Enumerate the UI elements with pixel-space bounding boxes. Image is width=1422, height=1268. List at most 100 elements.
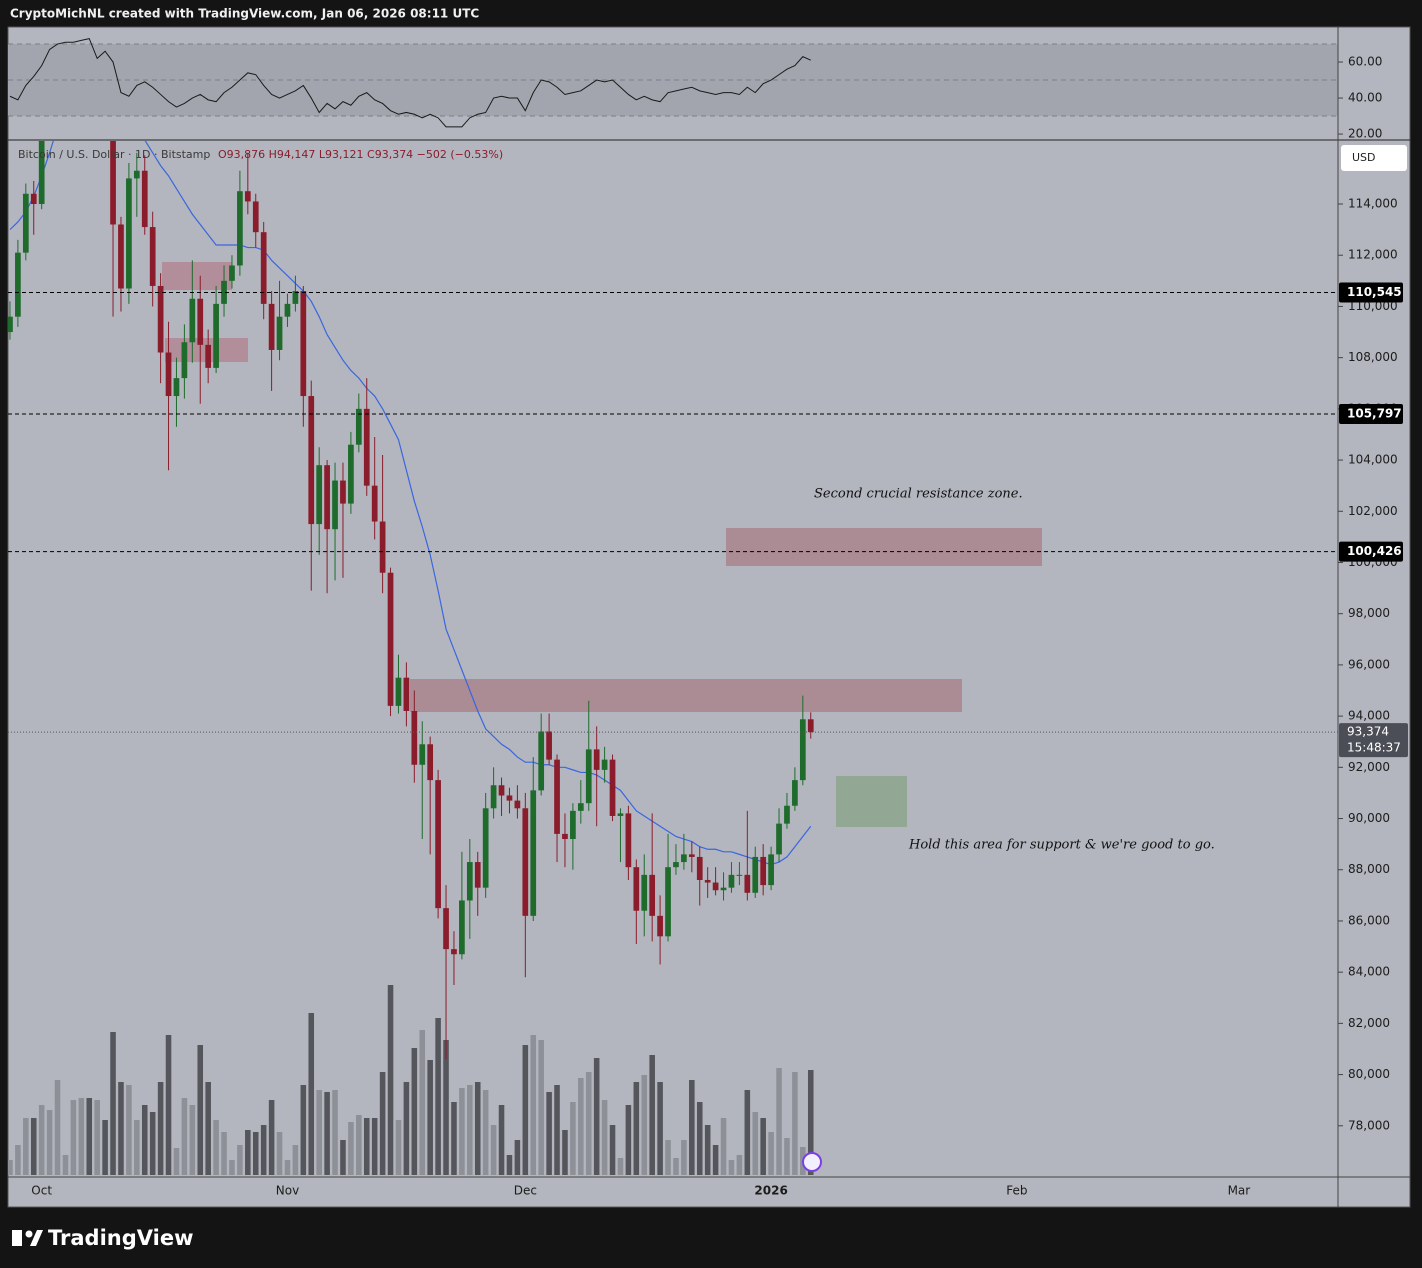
candle-body: [443, 908, 449, 950]
candle-body: [466, 862, 473, 901]
volume-bar: [585, 1072, 592, 1175]
volume-bar: [506, 1155, 513, 1175]
candle-body: [601, 759, 608, 770]
rsi-tick-label: 20.00: [1348, 127, 1382, 141]
volume-bar: [292, 1145, 299, 1175]
volume-bar: [276, 1132, 283, 1175]
volume-bar: [807, 1070, 814, 1175]
level-label: 110,545: [1347, 285, 1402, 299]
y-tick-label: 78,000: [1348, 1118, 1390, 1132]
candle-body: [213, 303, 219, 368]
candle-body: [165, 352, 172, 397]
annotation: Second crucial resistance zone.: [814, 487, 1023, 502]
candle-body: [427, 744, 434, 781]
candle-body: [498, 785, 505, 796]
volume-bar: [252, 1132, 259, 1175]
volume-bar: [245, 1130, 251, 1175]
volume-bar: [665, 1140, 671, 1175]
candle-body: [506, 795, 513, 801]
volume-bar: [237, 1145, 243, 1175]
candle-body: [562, 833, 568, 840]
candle-body: [784, 805, 790, 824]
volume-bar: [617, 1158, 624, 1175]
candle-body: [332, 480, 338, 530]
candle-body: [133, 170, 140, 179]
logo-mark: [25, 1230, 33, 1238]
volume: [8, 985, 814, 1175]
volume-bar: [578, 1078, 584, 1175]
volume-bar: [110, 1032, 116, 1175]
candle-body: [649, 874, 656, 916]
level-label-box: [1339, 541, 1403, 562]
candle-body: [641, 874, 648, 911]
volume-bar: [23, 1118, 29, 1175]
volume-bar: [681, 1140, 687, 1175]
currency[interactable]: USD: [1352, 151, 1376, 164]
volume-bar: [62, 1155, 69, 1175]
volume-bar: [126, 1085, 132, 1175]
volume-bar: [649, 1055, 655, 1175]
level-label: 100,426: [1347, 544, 1402, 558]
candle-body: [712, 882, 719, 891]
volume-bar: [221, 1132, 227, 1175]
volume-bar: [570, 1102, 576, 1175]
replay-icon[interactable]: [802, 1152, 822, 1172]
candle-body: [681, 854, 687, 863]
volume-bar: [792, 1072, 798, 1175]
footer-logo: TradingView: [48, 1226, 193, 1250]
chart-frame: [7, 26, 1411, 1208]
level-label-box: [1339, 282, 1403, 303]
volume-bar: [316, 1090, 322, 1175]
volume-bar: [332, 1090, 338, 1175]
candle-body: [379, 521, 386, 573]
volume-bar: [308, 1013, 315, 1175]
candle-body: [633, 867, 640, 911]
volume-bar: [284, 1160, 291, 1175]
candle-body: [776, 823, 782, 855]
candle-body: [585, 749, 592, 804]
candle-body: [189, 298, 196, 343]
candle-body: [237, 191, 243, 266]
resistance-zone: [410, 679, 962, 712]
volume-bar: [768, 1132, 774, 1175]
candle-body: [657, 915, 663, 937]
x-tick-label: Mar: [1228, 1184, 1251, 1198]
candle-body: [474, 862, 481, 888]
rsi-pane: [8, 38, 1338, 128]
volume-bar: [744, 1090, 751, 1175]
volume-bar: [70, 1100, 77, 1175]
volume-bar: [784, 1138, 790, 1175]
currency-box[interactable]: [1341, 145, 1407, 171]
candle-body: [363, 408, 370, 486]
x-tick-label: Dec: [514, 1184, 537, 1198]
x-tick-label: 2026: [754, 1184, 787, 1198]
candle-body: [260, 232, 267, 304]
volume-bar: [411, 1048, 418, 1175]
candle-body: [704, 879, 711, 883]
volume-bar: [356, 1115, 362, 1175]
volume-bar: [459, 1088, 465, 1175]
volume-bar: [30, 1118, 37, 1175]
candle-body: [411, 710, 418, 765]
volume-bar: [189, 1105, 196, 1175]
volume-bar: [8, 1160, 13, 1175]
candle-body: [324, 465, 330, 530]
volume-bar: [379, 1072, 386, 1175]
volume-bar: [641, 1075, 648, 1175]
candle-body: [807, 719, 814, 733]
volume-bar: [522, 1045, 529, 1175]
legend-ohlc: O93,876 H94,147 L93,121 C93,374 −502 (−0…: [218, 148, 503, 161]
candle-body: [792, 780, 798, 806]
volume-bar: [657, 1082, 663, 1175]
y-tick-label: 104,000: [1348, 453, 1398, 467]
volume-bar: [157, 1082, 164, 1175]
volume-bar: [387, 985, 394, 1175]
y-tick-label: 88,000: [1348, 862, 1390, 876]
candle-body: [490, 785, 497, 809]
candle-body: [173, 378, 180, 397]
volume-bar: [593, 1058, 600, 1175]
annotation: Hold this area for support & we're good …: [908, 838, 1215, 853]
candle-body: [577, 803, 584, 811]
volume-bar: [562, 1130, 568, 1175]
